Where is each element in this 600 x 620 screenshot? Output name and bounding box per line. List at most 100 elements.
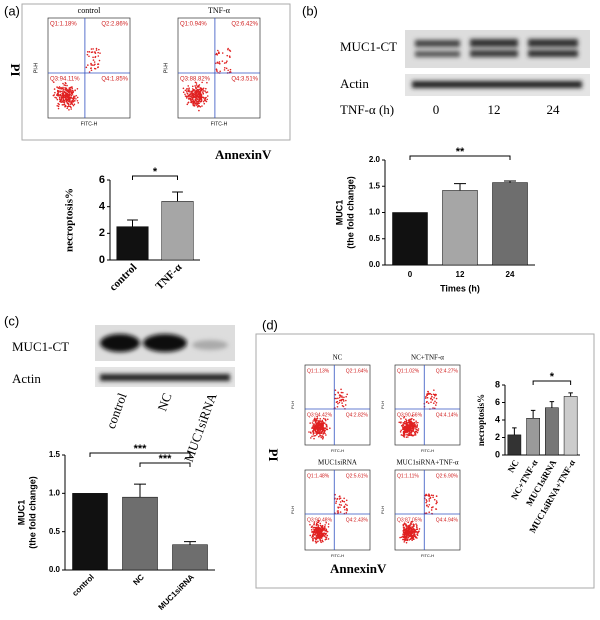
dot bbox=[336, 406, 339, 408]
dot bbox=[90, 48, 93, 50]
dot bbox=[405, 419, 408, 422]
dot bbox=[411, 434, 414, 437]
dot bbox=[433, 397, 435, 399]
y-tick-label: 0 bbox=[99, 254, 105, 266]
x-tick-label: NC bbox=[131, 572, 146, 587]
dot bbox=[318, 428, 321, 430]
y-tick-label: 0.5 bbox=[369, 234, 381, 243]
dot bbox=[403, 526, 405, 529]
dot bbox=[321, 527, 324, 530]
dot bbox=[403, 431, 406, 434]
dot bbox=[317, 519, 320, 522]
dot bbox=[97, 66, 99, 69]
dot bbox=[403, 425, 406, 428]
plot-title: MUC1siRNA+TNF-α bbox=[396, 459, 458, 467]
dot bbox=[201, 105, 203, 107]
dot bbox=[198, 91, 200, 93]
dot bbox=[425, 499, 428, 501]
dot bbox=[315, 542, 317, 544]
quadrant-label: Q2:6.90% bbox=[436, 473, 459, 479]
dot bbox=[323, 429, 325, 431]
panel-label: (c) bbox=[4, 313, 19, 328]
dot bbox=[326, 428, 329, 431]
dot bbox=[311, 531, 313, 533]
bar bbox=[563, 396, 578, 456]
dot bbox=[426, 500, 428, 502]
dot bbox=[316, 536, 318, 538]
dot bbox=[195, 82, 198, 84]
dot bbox=[59, 87, 61, 90]
blot-label: MUC1-CT bbox=[340, 39, 397, 54]
dot bbox=[407, 536, 410, 539]
dot bbox=[58, 96, 61, 99]
dot bbox=[346, 393, 348, 396]
dot bbox=[324, 432, 326, 435]
dot bbox=[66, 84, 68, 87]
dot bbox=[309, 523, 311, 526]
annotation: *** bbox=[134, 443, 148, 455]
dot bbox=[401, 535, 404, 538]
dot bbox=[326, 534, 329, 537]
dot bbox=[336, 498, 338, 500]
dot bbox=[68, 100, 70, 103]
annotation: ** bbox=[456, 146, 465, 158]
dot bbox=[411, 414, 414, 417]
dot bbox=[427, 505, 430, 508]
dot bbox=[326, 418, 329, 421]
dot bbox=[435, 508, 437, 510]
dot bbox=[218, 61, 221, 63]
dot bbox=[402, 424, 405, 427]
dot bbox=[326, 426, 328, 428]
dot bbox=[193, 93, 196, 96]
dot bbox=[201, 91, 204, 93]
dot bbox=[322, 533, 325, 535]
dot bbox=[435, 404, 437, 406]
dot bbox=[335, 397, 337, 400]
dot bbox=[223, 62, 226, 64]
dot bbox=[426, 396, 429, 399]
dot bbox=[406, 536, 408, 538]
dot bbox=[200, 99, 203, 102]
dot bbox=[404, 523, 407, 525]
dot bbox=[193, 105, 196, 107]
dot bbox=[320, 530, 322, 533]
dot bbox=[193, 89, 196, 91]
dot bbox=[206, 98, 209, 101]
dot bbox=[341, 500, 344, 503]
dot bbox=[312, 425, 314, 428]
dot bbox=[315, 428, 318, 430]
dot bbox=[325, 424, 328, 426]
dot bbox=[405, 421, 408, 423]
dot bbox=[408, 434, 411, 437]
dot bbox=[65, 88, 67, 91]
dot bbox=[311, 427, 313, 430]
dot bbox=[187, 98, 190, 100]
bar bbox=[122, 496, 158, 571]
dot bbox=[436, 501, 438, 504]
quadrant-label: Q4:4.94% bbox=[436, 517, 459, 523]
axis-caption: PI-H bbox=[290, 401, 295, 409]
panel-label: (d) bbox=[262, 317, 278, 332]
dot bbox=[405, 534, 408, 536]
dot bbox=[407, 426, 410, 429]
dot bbox=[60, 101, 62, 104]
dot bbox=[408, 539, 410, 541]
dot bbox=[98, 59, 101, 62]
dot bbox=[198, 105, 200, 107]
dot bbox=[322, 426, 324, 429]
dot bbox=[309, 534, 312, 537]
y-tick-label: 1.0 bbox=[369, 208, 381, 217]
dot bbox=[62, 100, 64, 102]
dot bbox=[432, 494, 435, 497]
y-axis-label: MUC1 bbox=[16, 500, 26, 526]
dot bbox=[93, 64, 95, 67]
bar bbox=[392, 212, 428, 266]
dot bbox=[317, 421, 319, 424]
dot bbox=[203, 97, 205, 99]
dot bbox=[318, 531, 321, 534]
y-axis-label: (the fold change) bbox=[27, 476, 37, 549]
dot bbox=[65, 95, 68, 98]
dot bbox=[405, 541, 408, 544]
dot bbox=[315, 526, 318, 529]
dot bbox=[406, 525, 408, 528]
